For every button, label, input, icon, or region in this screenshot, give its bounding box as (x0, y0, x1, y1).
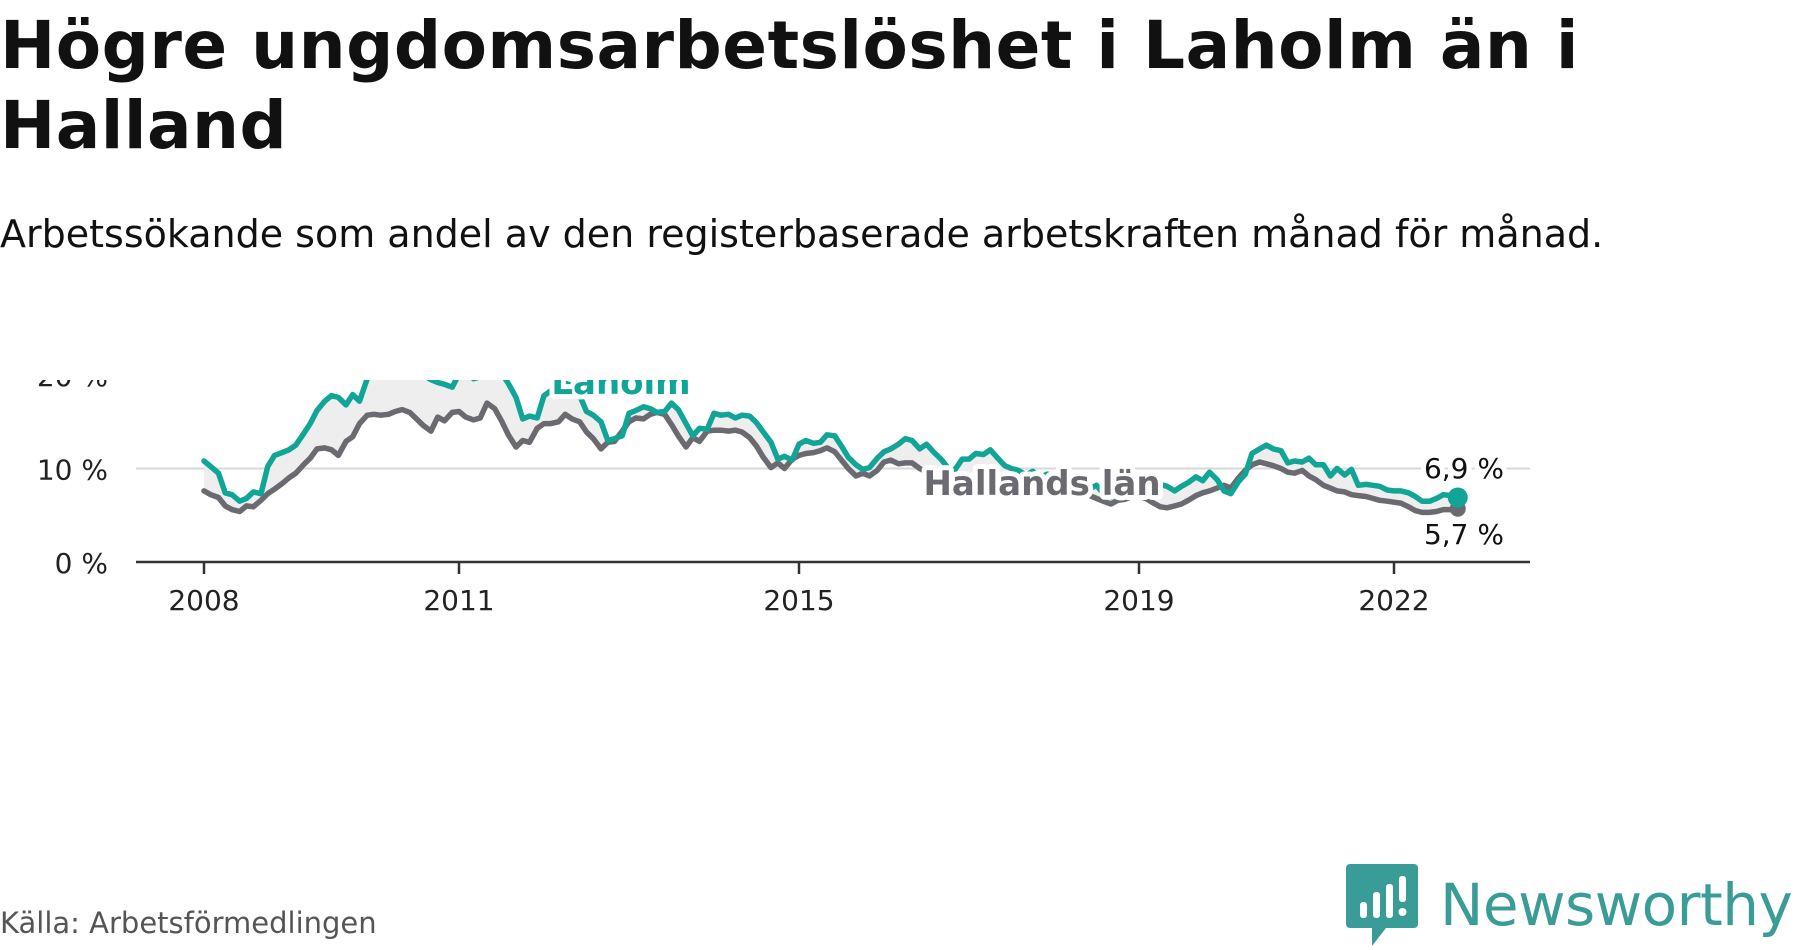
y-tick-label: 0 % (55, 547, 108, 580)
laholm-end-label: 6,9 % (1424, 452, 1504, 485)
x-tick-label: 2015 (763, 584, 834, 617)
x-tick-label: 2008 (168, 584, 239, 617)
halland-end-label-halo: 5,7 % (1424, 518, 1504, 551)
halland-label-halo: Hallands län (923, 464, 1160, 504)
chart-subtitle: Arbetssökande som andel av den registerb… (0, 212, 1604, 256)
series-lines (201, 380, 1468, 517)
y-tick-label: 20 % (37, 380, 108, 393)
laholm-line (201, 380, 1461, 504)
y-tick-label: 10 % (37, 454, 108, 487)
laholm-label: Laholm (551, 380, 690, 403)
x-tick-label: 2019 (1103, 584, 1174, 617)
laholm-end-label-halo: 6,9 % (1424, 452, 1504, 485)
x-tick-label: 2022 (1358, 584, 1429, 617)
x-tick-label: 2011 (423, 584, 494, 617)
laholm-end-point (1447, 487, 1468, 508)
x-axis: 2008 2011 2015 2019 2022 (136, 560, 1530, 617)
halland-label: Hallands län (923, 464, 1160, 504)
newsworthy-logo-text: Newsworthy (1440, 871, 1793, 939)
chart-title: Högre ungdomsarbetslöshet i Laholm än i … (0, 7, 1579, 164)
y-axis: 0 % 10 % 20 % (37, 380, 108, 580)
halland-end-label: 5,7 % (1424, 518, 1504, 551)
difference-band (204, 380, 1458, 513)
newsworthy-logo-icon (1346, 864, 1418, 946)
source-note: Källa: Arbetsförmedlingen (0, 906, 377, 940)
newsworthy-logo: Newsworthy (1346, 860, 1793, 950)
